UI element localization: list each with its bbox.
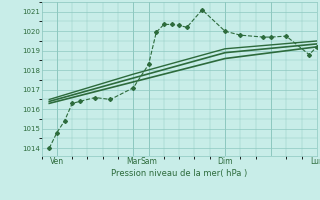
X-axis label: Pression niveau de la mer( hPa ): Pression niveau de la mer( hPa ): [111, 169, 247, 178]
